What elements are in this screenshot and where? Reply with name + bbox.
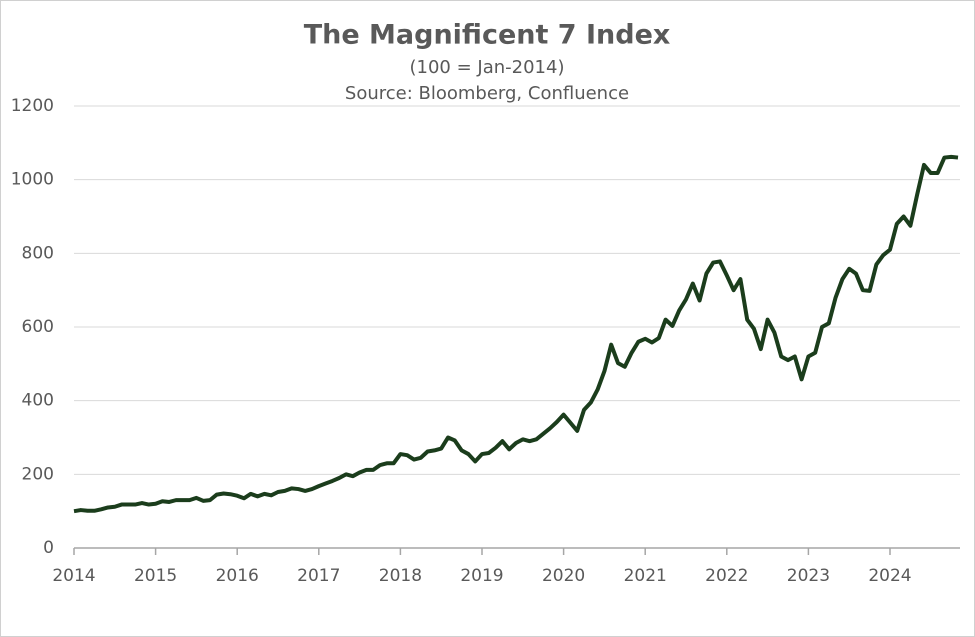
x-tick-label: 2017 [297,566,340,586]
chart-subtitle: (100 = Jan-2014) [410,57,565,78]
x-tick-label: 2023 [787,566,830,586]
y-tick-label: 600 [22,317,54,337]
x-tick-label: 2019 [460,566,503,586]
x-tick-label: 2015 [134,566,177,586]
y-tick-label: 0 [43,538,54,558]
y-tick-label: 1200 [11,96,54,116]
chart-title: The Magnificent 7 Index [304,20,671,51]
series-line [73,154,959,514]
x-tick-label: 2016 [216,566,259,586]
y-tick-label: 1000 [11,170,54,190]
x-tick-label: 2018 [379,566,422,586]
x-tick-label: 2014 [52,566,95,586]
x-tick-label: 2021 [624,566,667,586]
x-tick-label: 2020 [542,566,585,586]
x-tick-label: 2022 [705,566,748,586]
y-tick-label: 200 [22,464,54,484]
chart-source: Source: Bloomberg, Confluence [345,83,629,104]
y-tick-label: 800 [22,243,54,263]
x-tick-label: 2024 [868,566,911,586]
y-tick-label: 400 [22,391,54,411]
